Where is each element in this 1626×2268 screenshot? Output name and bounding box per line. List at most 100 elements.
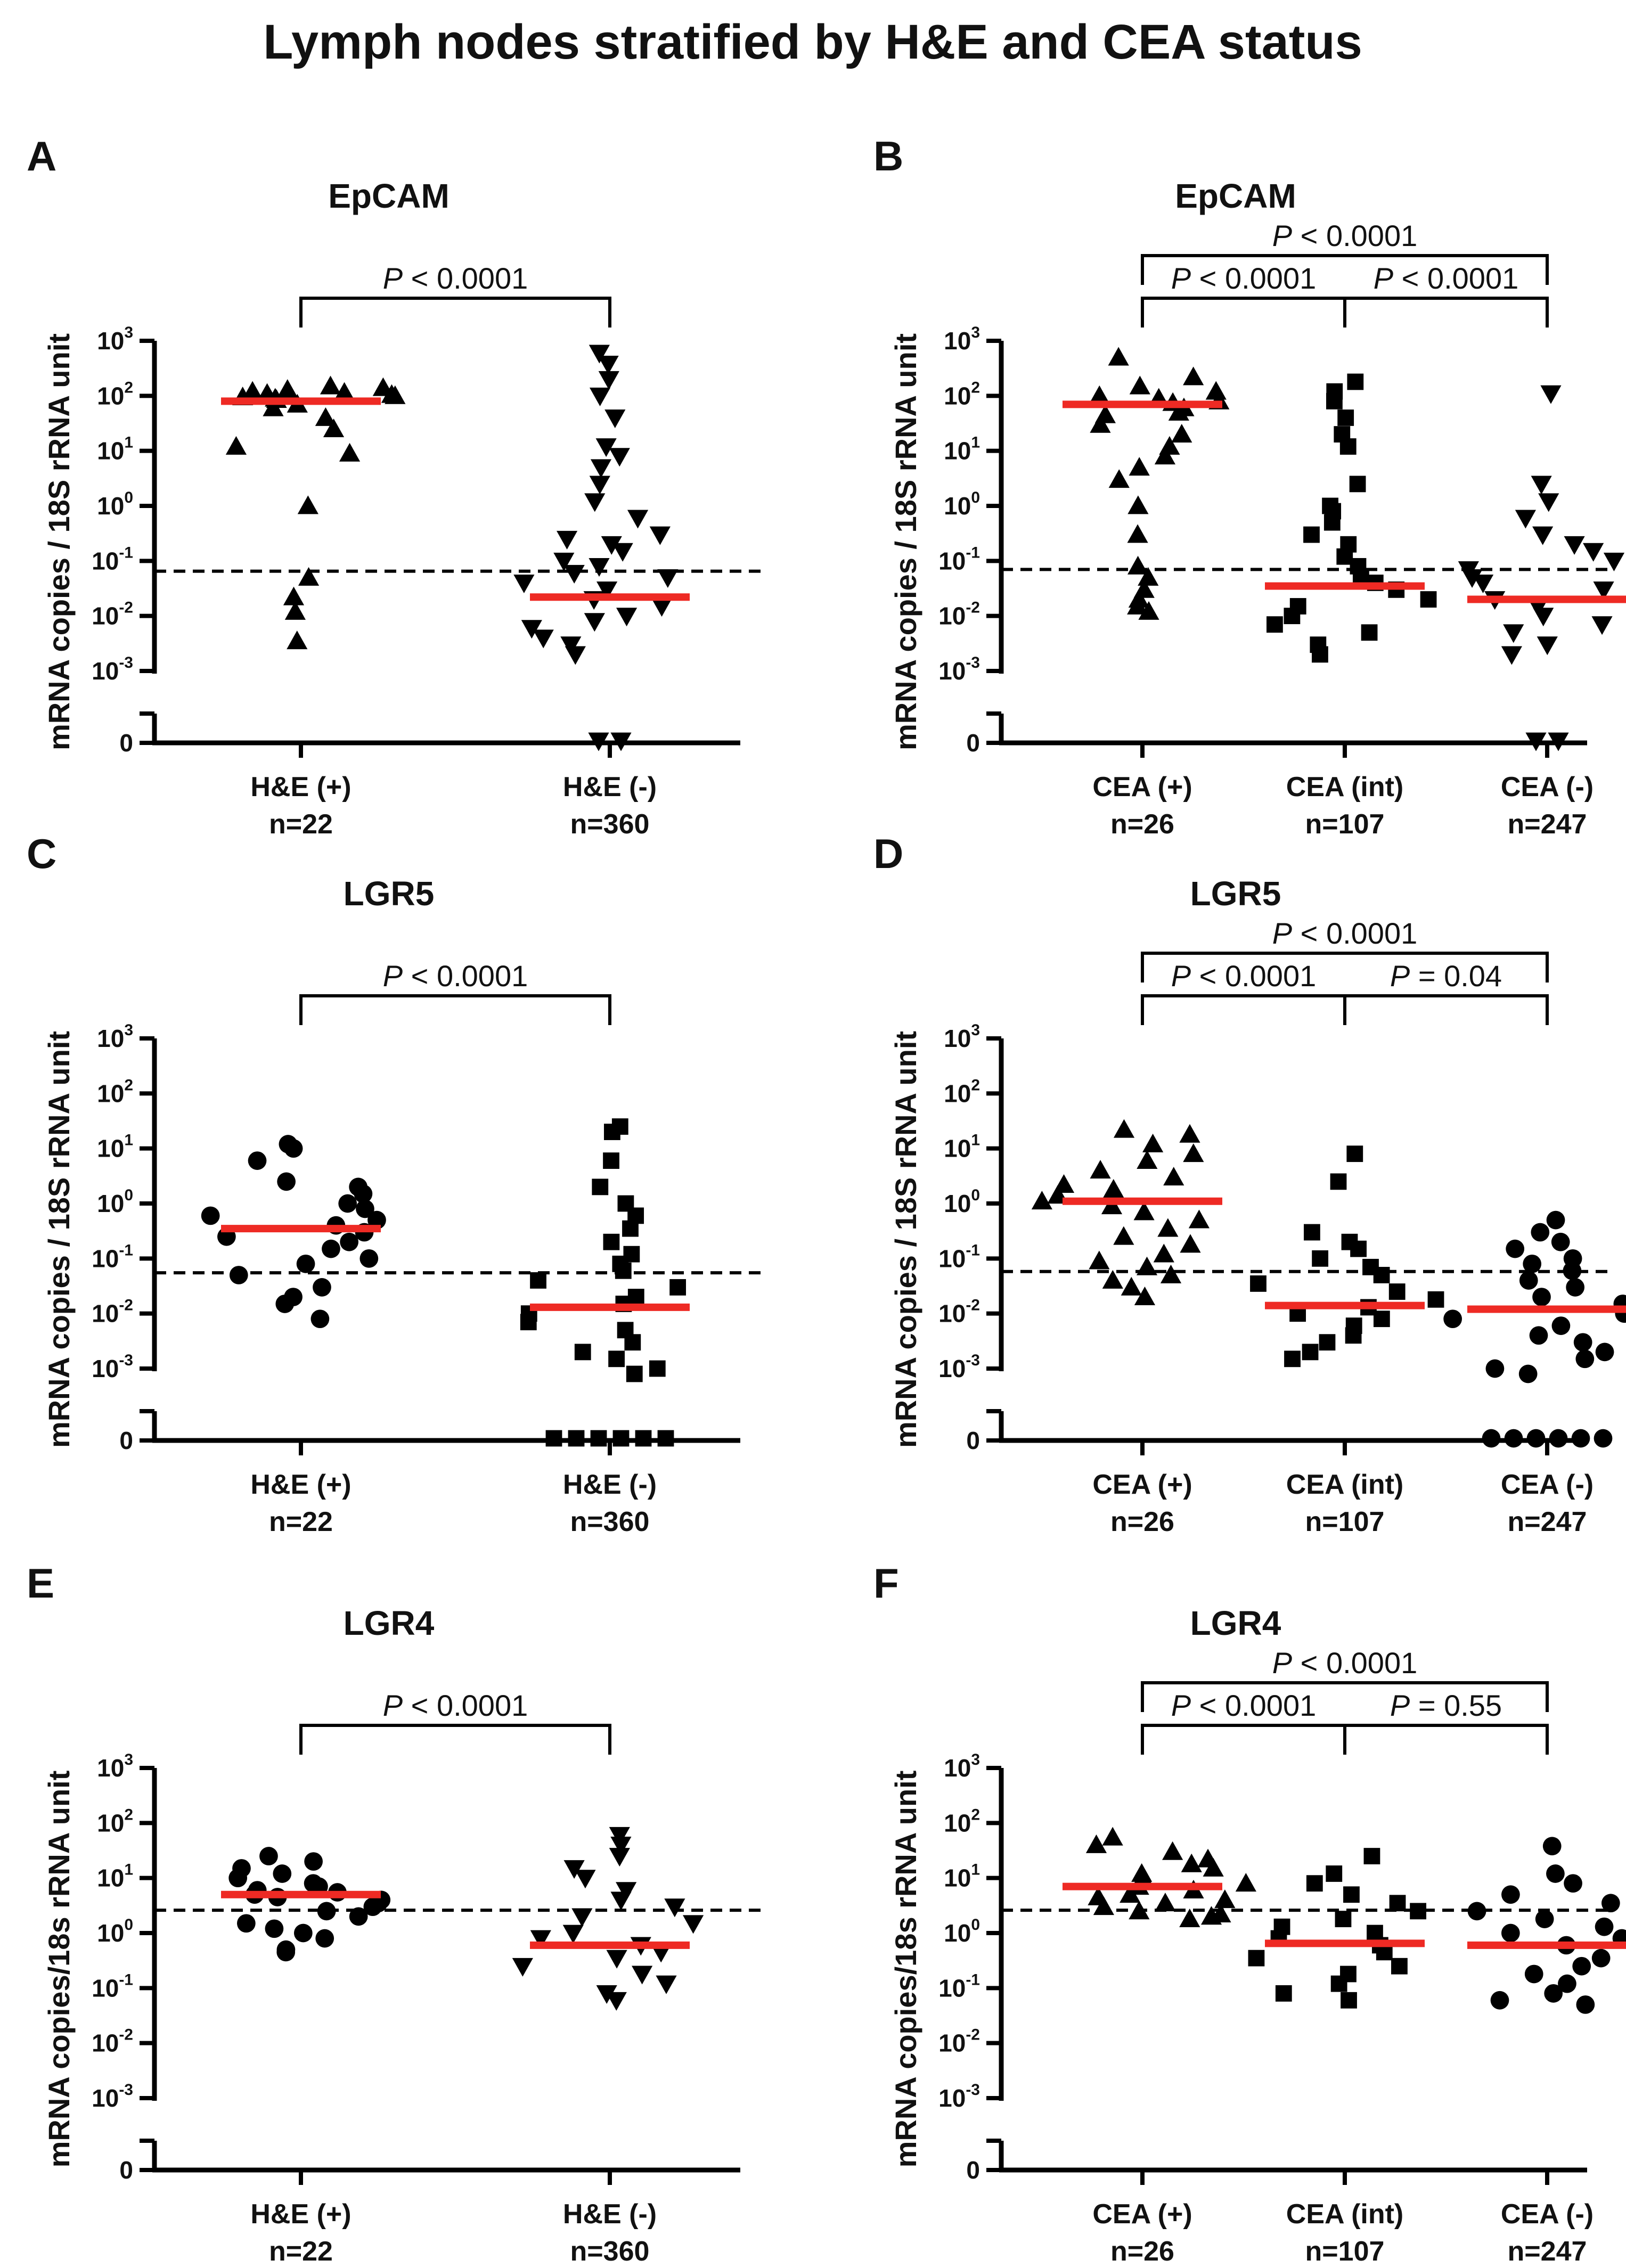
significance-bracket: P < 0.0001	[299, 959, 611, 1025]
group-2: CEA (-) n=247	[1443, 1210, 1626, 1537]
data-point	[1546, 1210, 1565, 1230]
data-point	[1127, 495, 1149, 514]
data-point	[589, 345, 610, 364]
category-label: CEA (int)	[1286, 1469, 1403, 1500]
y-tick-label: 10-3	[92, 1352, 133, 1382]
data-point-zero	[635, 1430, 652, 1447]
data-point	[560, 636, 582, 656]
data-point	[1532, 1288, 1551, 1306]
p-value-label: P = 0.04	[1390, 959, 1502, 993]
data-point-zero	[1525, 732, 1547, 751]
data-point	[565, 646, 586, 665]
data-point	[315, 407, 337, 426]
y-tick-label: 10-2	[92, 599, 133, 630]
data-point-zero	[568, 1430, 585, 1447]
data-point	[1523, 1254, 1542, 1273]
y-axis-label: mRNA copies / 18S rRNA unit	[889, 1031, 922, 1448]
bracket-line	[1343, 994, 1549, 1025]
data-point	[1532, 526, 1554, 545]
data-point	[1566, 1278, 1584, 1297]
data-point	[589, 476, 610, 495]
data-point	[339, 443, 361, 462]
data-point	[1343, 1886, 1360, 1903]
category-n: n=22	[269, 809, 333, 840]
data-point	[556, 530, 578, 550]
data-point	[320, 375, 341, 395]
panel-a: A EpCAM mRNA copies / 18S rRNA unit 103 102 1…	[27, 133, 762, 840]
data-point	[609, 1848, 630, 1867]
data-point	[276, 1943, 296, 1962]
y-tick-label: 101	[97, 1861, 133, 1892]
data-point	[1558, 1974, 1576, 1993]
y-tick-label: 101	[944, 1861, 980, 1892]
data-point	[571, 1908, 593, 1927]
data-point	[1350, 1240, 1367, 1257]
y-axis-label: mRNA copies / 18S rRNA unit	[889, 333, 922, 750]
data-point	[259, 1847, 278, 1865]
category-n: n=247	[1508, 809, 1587, 840]
panel-letter: E	[27, 1560, 54, 1607]
data-point	[1349, 476, 1366, 493]
data-point	[1563, 1261, 1582, 1280]
data-point	[1544, 1984, 1563, 2003]
data-point	[627, 510, 649, 529]
data-point	[1564, 536, 1585, 555]
data-point	[1323, 514, 1341, 531]
data-point	[622, 1220, 639, 1237]
data-point	[265, 1919, 284, 1938]
data-point	[1102, 1270, 1123, 1289]
data-point	[1154, 446, 1176, 465]
data-point	[603, 1124, 620, 1140]
data-point	[616, 1882, 637, 1901]
data-point	[1160, 1264, 1182, 1283]
bracket-line	[299, 1724, 611, 1755]
significance-bracket: P < 0.0001	[299, 1689, 611, 1755]
data-point	[1326, 392, 1343, 410]
data-point	[1330, 1173, 1347, 1190]
figure-title: Lymph nodes stratified by H&E and CEA st…	[263, 15, 1362, 69]
data-point	[1129, 375, 1150, 395]
y-tick-label: 100	[944, 1916, 980, 1947]
y-tick-label: 10-2	[938, 2026, 980, 2057]
data-point	[1531, 476, 1552, 495]
significance-bracket: P < 0.0001	[1141, 1646, 1549, 1712]
y-tick-label: 0	[119, 729, 133, 757]
data-point	[590, 459, 612, 478]
data-point	[1188, 1209, 1210, 1229]
y-tick-label: 10-2	[938, 1297, 980, 1328]
bracket-line	[299, 297, 611, 327]
data-point	[1142, 1133, 1164, 1152]
data-point	[201, 1206, 220, 1225]
y-tick-label: 100	[97, 1916, 133, 1947]
data-point	[626, 1365, 643, 1382]
data-point	[1564, 1874, 1582, 1893]
y-tick-label: 100	[97, 1186, 133, 1217]
data-point	[533, 629, 554, 649]
data-point	[1284, 1350, 1301, 1368]
y-tick-label: 0	[966, 729, 980, 757]
bracket-line	[1141, 1681, 1549, 1712]
y-tick-label: 101	[97, 1132, 133, 1162]
data-point	[601, 536, 622, 555]
bracket-line	[1141, 297, 1346, 327]
data-point	[1138, 567, 1159, 586]
y-tick-label: 101	[97, 434, 133, 465]
data-point	[562, 1925, 584, 1944]
data-point	[1337, 410, 1354, 426]
data-point	[277, 1172, 296, 1191]
data-point	[669, 1279, 687, 1296]
category-label: CEA (+)	[1092, 1469, 1192, 1500]
data-point-zero	[1526, 1429, 1546, 1448]
data-point	[1572, 1956, 1591, 1976]
panel-title: EpCAM	[328, 177, 450, 215]
data-point	[530, 1930, 551, 1949]
data-point	[1120, 1884, 1141, 1903]
panel-title: EpCAM	[1175, 177, 1296, 215]
data-point	[1089, 385, 1110, 404]
panel-c: C LGR5 mRNA copies / 18S rRNA unit 103 102 10…	[27, 830, 762, 1537]
y-axis-label: mRNA copies/18s rRNA unit	[42, 1771, 76, 2168]
data-point	[520, 1314, 537, 1331]
data-point	[1546, 1864, 1565, 1883]
data-point	[1461, 569, 1483, 588]
data-point	[1168, 402, 1189, 421]
